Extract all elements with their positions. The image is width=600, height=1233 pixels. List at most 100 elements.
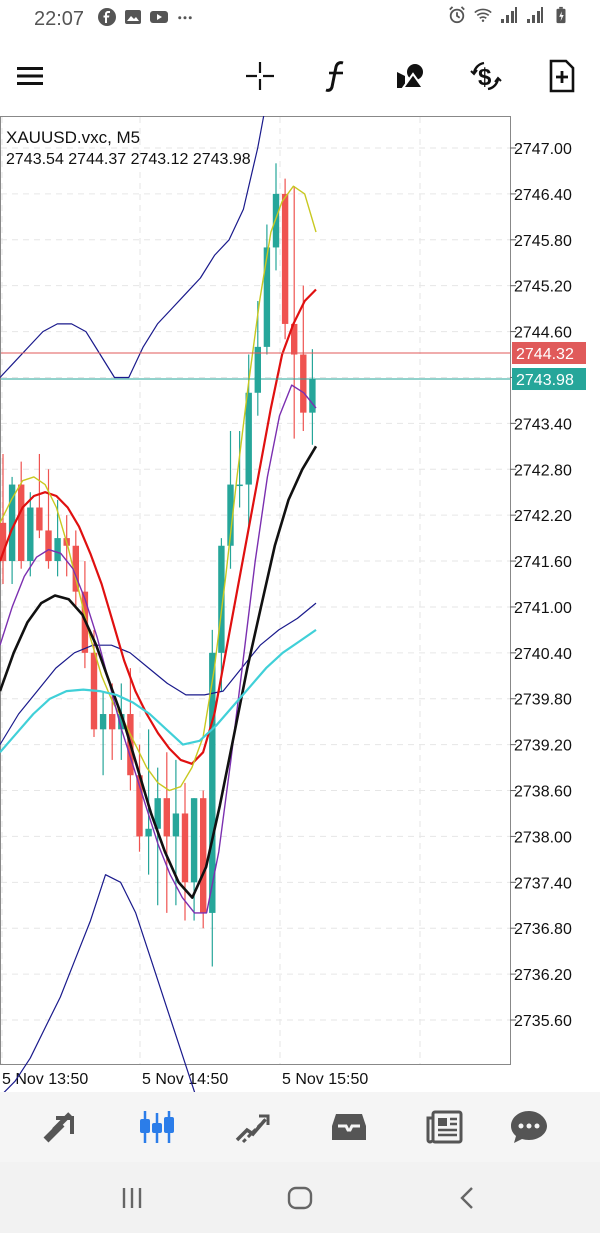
- objects-icon[interactable]: [388, 54, 432, 98]
- bollinger-middle: [0, 602, 317, 745]
- y-tick-label: 2742.80: [514, 462, 572, 479]
- price-tag: [512, 368, 586, 391]
- trade-icon[interactable]: [230, 1105, 276, 1149]
- candle-body: [291, 323, 298, 355]
- chart-icon[interactable]: [134, 1105, 180, 1149]
- candle-body: [0, 522, 7, 562]
- candle-body: [163, 798, 170, 837]
- quotes-icon[interactable]: [38, 1105, 84, 1149]
- price-tags: 2744.32 2743.98: [1, 341, 586, 391]
- youtube-icon: [150, 11, 168, 23]
- alarm-icon: [449, 6, 465, 24]
- candle-body: [109, 714, 116, 730]
- chart-area[interactable]: 2747.002746.402745.802745.202744.602744.…: [0, 116, 600, 1092]
- home-icon[interactable]: [282, 1184, 318, 1212]
- more-dots-icon: [178, 16, 192, 20]
- candle-body: [254, 346, 261, 393]
- candles: [0, 163, 316, 967]
- candle-body: [36, 507, 43, 531]
- function-icon[interactable]: [314, 54, 358, 98]
- moving-average-yellow: [0, 185, 317, 792]
- candle-body: [236, 484, 243, 487]
- candle-body: [45, 530, 52, 562]
- price-tag-label: 2744.32: [516, 346, 574, 363]
- y-tick-label: 2738.60: [514, 784, 572, 801]
- symbol-label: XAUUSD.vxc, M5: [6, 128, 141, 147]
- bollinger-upper: [0, 116, 265, 379]
- new-order-icon[interactable]: [540, 54, 584, 98]
- crosshair-icon[interactable]: [238, 54, 282, 98]
- system-nav: [0, 1162, 600, 1233]
- y-tick-label: 2735.60: [514, 1013, 572, 1030]
- trade-icon[interactable]: $: [464, 54, 508, 98]
- candle-body: [227, 484, 234, 546]
- status-bar: 22:07: [0, 0, 600, 40]
- battery-icon: [556, 6, 566, 24]
- candle-body: [218, 545, 225, 653]
- candle-body: [136, 775, 143, 837]
- candle-body: [200, 798, 207, 913]
- candle-body: [263, 247, 271, 347]
- candle-body: [281, 193, 289, 324]
- candle-body: [27, 507, 34, 562]
- candle-body: [54, 538, 61, 562]
- toolbar: $: [0, 40, 600, 112]
- y-tick-label: 2746.40: [514, 187, 572, 204]
- candle-body: [154, 798, 161, 829]
- menu-icon[interactable]: [8, 54, 52, 98]
- bollinger-lower: [3, 874, 196, 1092]
- candle-body: [145, 828, 152, 837]
- candle-body: [72, 545, 79, 592]
- bottom-nav: [0, 1092, 600, 1162]
- y-tick-label: 2738.00: [514, 829, 572, 846]
- x-tick-label: 5 Nov 13:50: [2, 1071, 88, 1088]
- y-tick-label: 2740.40: [514, 646, 572, 663]
- y-tick-label: 2747.00: [514, 141, 572, 158]
- candle-body: [99, 714, 107, 730]
- y-tick-label: 2737.40: [514, 875, 572, 892]
- y-tick-label: 2744.60: [514, 325, 572, 342]
- moving-average-black: [0, 445, 318, 899]
- news-icon[interactable]: [422, 1105, 468, 1149]
- ohlc-values: 2743.54 2744.37 2743.12 2743.98: [6, 151, 251, 168]
- signal-icon: [501, 7, 517, 23]
- facebook-icon: [98, 8, 116, 26]
- x-tick-label: 5 Nov 14:50: [142, 1071, 228, 1088]
- y-tick-label: 2741.60: [514, 554, 572, 571]
- wifi-icon: [474, 8, 492, 22]
- y-tick-label: 2736.80: [514, 921, 572, 938]
- candle-body: [118, 714, 125, 730]
- history-icon[interactable]: [326, 1105, 372, 1149]
- moving-average-purple: [0, 384, 317, 914]
- candle-body: [190, 798, 198, 883]
- gallery-icon: [125, 10, 141, 24]
- back-icon[interactable]: [450, 1184, 486, 1212]
- y-tick-label: 2736.20: [514, 967, 572, 984]
- price-tag: [512, 341, 586, 364]
- x-tick-label: 5 Nov 15:50: [282, 1071, 368, 1088]
- messages-icon[interactable]: [506, 1105, 552, 1149]
- y-tick-label: 2745.20: [514, 279, 572, 296]
- y-tick-label: 2739.80: [514, 692, 572, 709]
- moving-average-cyan: [0, 628, 317, 754]
- y-tick-label: 2743.40: [514, 416, 572, 433]
- y-tick-label: 2742.20: [514, 508, 572, 525]
- candle-body: [309, 379, 316, 413]
- status-time: 22:07: [34, 8, 85, 30]
- candle-body: [172, 813, 180, 837]
- svg-text:$: $: [478, 64, 492, 91]
- candle-body: [181, 813, 189, 883]
- candle-body: [8, 484, 16, 562]
- candle-body: [245, 392, 252, 485]
- signal-icon: [527, 7, 543, 23]
- moving-average-red: [0, 288, 317, 765]
- y-tick-label: 2741.00: [514, 600, 572, 617]
- y-tick-label: 2739.20: [514, 738, 572, 755]
- recents-icon[interactable]: [114, 1184, 150, 1212]
- price-chart[interactable]: 2747.002746.402745.802745.202744.602744.…: [0, 116, 600, 1092]
- candle-body: [18, 484, 25, 562]
- y-tick-label: 2745.80: [514, 233, 572, 250]
- candle-body: [272, 193, 280, 248]
- candle-body: [209, 652, 216, 913]
- candle-body: [300, 354, 307, 413]
